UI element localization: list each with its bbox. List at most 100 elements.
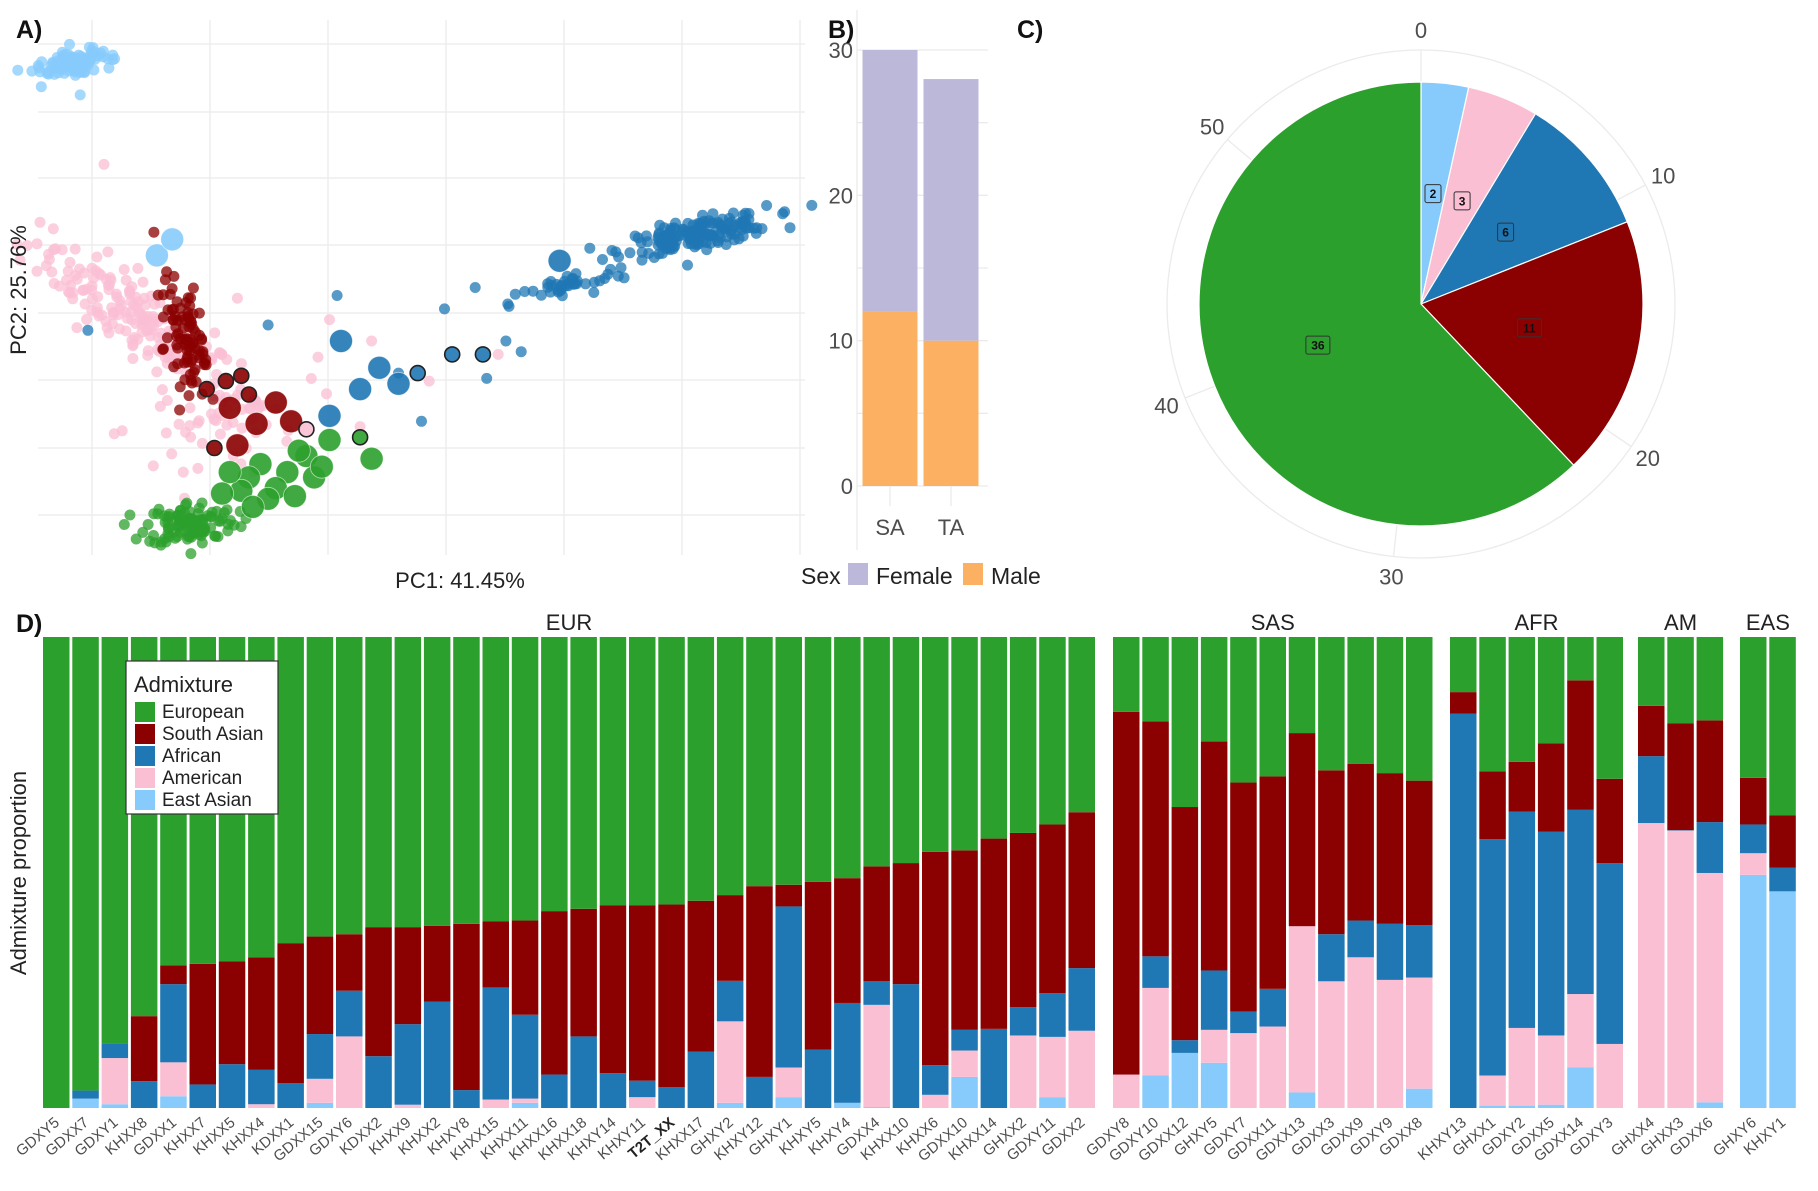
segment-south-asian (189, 963, 216, 1085)
segment-south-asian (1200, 741, 1228, 971)
segment-south-asian (1450, 692, 1477, 714)
admixture-bar-gdxy6 (336, 637, 363, 1108)
pca-point-american (151, 366, 163, 378)
pca-point-american (108, 428, 120, 440)
segment-european (687, 637, 715, 901)
sex-bar-x-ticks: SA TA (875, 515, 964, 540)
pca-points (11, 38, 818, 560)
pca-point-american (81, 283, 93, 295)
segment-east-asian (1406, 1088, 1433, 1108)
pca-point-american (145, 324, 157, 336)
sex-bar-y-ticks: 0 10 20 30 (829, 38, 853, 499)
admixture-bar-kdxx1 (277, 637, 304, 1108)
pca-point-african (660, 243, 672, 255)
admixture-bar-ghxx4 (1638, 637, 1665, 1108)
pca-point-south-asian (279, 409, 304, 434)
segment-south-asian (1171, 807, 1199, 1041)
pca-point-african (682, 259, 693, 271)
pca-point-south-asian (240, 386, 258, 403)
segment-south-asian (453, 923, 480, 1091)
pca-point-american (245, 402, 256, 414)
segment-american (1406, 977, 1433, 1089)
segment-american (336, 1036, 363, 1108)
admixture-bar-khxy1 (1769, 637, 1796, 1108)
pca-point-american (231, 292, 243, 304)
pca-point-south-asian (157, 344, 169, 355)
segment-african (1537, 831, 1565, 1036)
admixture-bar-khxx11 (511, 637, 539, 1108)
pca-point-south-asian (187, 282, 199, 294)
pca-point-american (184, 420, 196, 432)
segment-south-asian (834, 878, 861, 1003)
pie-slice-european (1198, 81, 1575, 527)
pie-label-box (1305, 335, 1331, 355)
segment-african (1450, 713, 1477, 1108)
pca-point-american (185, 431, 197, 443)
admixture-bar-khxx9 (394, 637, 422, 1108)
pca-point-african (469, 282, 481, 293)
segment-african (1596, 863, 1623, 1044)
pca-point-american (366, 335, 378, 347)
segment-east-asian (1479, 1105, 1506, 1108)
pie-angular-gridline (1392, 524, 1398, 557)
segment-european (658, 637, 685, 905)
segment-african (834, 1002, 861, 1103)
pca-point-american (236, 422, 248, 434)
pca-point-east-asian (160, 227, 185, 252)
pie-label-american: 3 (1453, 191, 1471, 211)
admixture-bar-khxx15 (482, 637, 509, 1108)
admixture-bar-khxx6 (922, 637, 949, 1108)
pie-label-east-asian: 2 (1424, 184, 1442, 204)
segment-african (599, 1073, 627, 1108)
pca-point-african (668, 222, 680, 234)
pca-point-east-asian (47, 57, 58, 68)
segment-african (248, 1069, 275, 1105)
segment-african (1376, 923, 1404, 980)
group-label-eur: EUR (546, 610, 592, 635)
pca-point-african (727, 207, 739, 219)
pca-point-american (92, 291, 104, 303)
segment-african (687, 1051, 715, 1108)
segment-african (951, 1029, 978, 1051)
segment-african (511, 1014, 539, 1099)
segment-american (1142, 987, 1169, 1076)
admixture-bar-gdxx8 (1406, 637, 1433, 1108)
pca-point-american (103, 327, 115, 339)
segment-european (1259, 637, 1286, 777)
segment-african (1259, 988, 1286, 1027)
pca-point-american (98, 158, 110, 170)
pca-point-east-asian (59, 48, 71, 60)
segment-south-asian (892, 863, 920, 985)
pca-point-european (351, 428, 369, 446)
pca-point-american (104, 272, 116, 284)
pca-point-african (624, 247, 636, 259)
segment-south-asian (511, 920, 539, 1015)
segment-american (1259, 1026, 1286, 1108)
segment-east-asian (1508, 1105, 1536, 1108)
pca-point-american (107, 309, 119, 321)
segment-east-asian (72, 1098, 99, 1108)
segment-european (804, 637, 832, 882)
pca-point-american (125, 306, 137, 318)
group-label-am: AM (1664, 610, 1697, 635)
pca-point-south-asian (233, 367, 250, 385)
legend-label-european: European (162, 702, 244, 723)
pca-point-american (11, 238, 23, 250)
pie-label-box (1424, 184, 1442, 204)
admixture-y-axis-title: Admixture proportion (6, 771, 31, 975)
segment-south-asian (1596, 778, 1623, 864)
segment-east-asian (511, 1102, 539, 1108)
pca-point-east-asian (103, 62, 115, 74)
segment-american (1508, 1027, 1536, 1106)
segment-european (1039, 637, 1066, 825)
segment-european (892, 637, 920, 864)
pca-point-european (196, 497, 208, 509)
legend-swatch-african (135, 746, 155, 766)
pca-point-american (149, 313, 161, 325)
segment-european (1740, 637, 1767, 778)
legend-swatch-east-asian (135, 790, 155, 810)
segment-african (453, 1090, 480, 1108)
pca-point-african (329, 329, 353, 353)
segment-african (277, 1083, 304, 1108)
admixture-sample-labels: GDXY5GDXX7GDXY1KHXX8GDXX1KHXX7KHXX5KHXX4… (13, 1114, 1789, 1165)
